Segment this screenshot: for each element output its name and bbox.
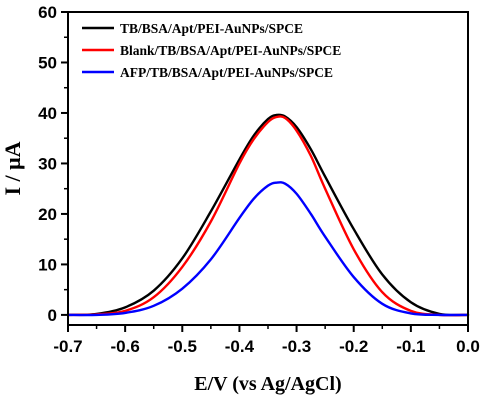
x-tick-label: 0.0 (456, 337, 480, 356)
plot-frame (67, 11, 469, 326)
legend-label-1: TB/BSA/Apt/PEI-AuNPs/SPCE (120, 21, 303, 36)
x-tick-label: -0.1 (396, 337, 425, 356)
curves-layer (66, 113, 470, 317)
y-tick-label: 30 (38, 154, 57, 173)
y-tick-label: 10 (38, 255, 57, 274)
y-tick-label: 60 (38, 3, 57, 22)
x-tick-label: -0.5 (168, 337, 197, 356)
x-tick-label: -0.7 (53, 337, 82, 356)
series-line-3 (66, 181, 470, 317)
x-axis-label: E/V (vs Ag/AgCl) (194, 373, 341, 395)
x-tick-label: -0.2 (339, 337, 368, 356)
x-tick-label: -0.3 (282, 337, 311, 356)
legend-label-2: Blank/TB/BSA/Apt/PEI-AuNPs/SPCE (120, 43, 341, 58)
y-tick-label: 0 (48, 306, 57, 325)
legend: TB/BSA/Apt/PEI-AuNPs/SPCE Blank/TB/BSA/Ap… (82, 21, 341, 80)
series-line-1 (66, 113, 470, 317)
x-tick-label: -0.4 (225, 337, 255, 356)
series-line-2 (66, 115, 470, 317)
legend-label-3: AFP/TB/BSA/Apt/PEI-AuNPs/SPCE (120, 65, 333, 80)
x-tick-label: -0.6 (110, 337, 139, 356)
y-tick-label: 50 (38, 53, 57, 72)
y-tick-label: 40 (38, 104, 57, 123)
y-axis-label: I / μA (0, 141, 25, 195)
ticks-layer: -0.7 -0.6 -0.5 -0.4 -0.3 -0.2 -0.1 0.0 0 10 20 30 40… (38, 3, 480, 356)
y-tick-label: 20 (38, 205, 57, 224)
